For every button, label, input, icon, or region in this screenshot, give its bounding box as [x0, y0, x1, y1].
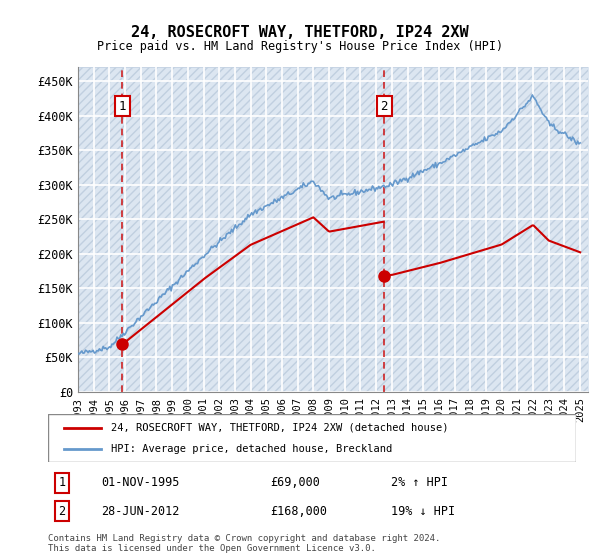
Text: 01-NOV-1995: 01-NOV-1995 — [101, 477, 179, 489]
Text: Contains HM Land Registry data © Crown copyright and database right 2024.
This d: Contains HM Land Registry data © Crown c… — [48, 534, 440, 553]
Text: 1: 1 — [119, 100, 126, 113]
Text: Price paid vs. HM Land Registry's House Price Index (HPI): Price paid vs. HM Land Registry's House … — [97, 40, 503, 53]
Text: 1: 1 — [59, 477, 65, 489]
Text: 24, ROSECROFT WAY, THETFORD, IP24 2XW (detached house): 24, ROSECROFT WAY, THETFORD, IP24 2XW (d… — [112, 423, 449, 433]
Text: 2% ↑ HPI: 2% ↑ HPI — [391, 477, 448, 489]
Text: HPI: Average price, detached house, Breckland: HPI: Average price, detached house, Brec… — [112, 444, 392, 454]
Text: 2: 2 — [380, 100, 388, 113]
Text: 19% ↓ HPI: 19% ↓ HPI — [391, 505, 455, 517]
Text: 2: 2 — [59, 505, 65, 517]
Text: 24, ROSECROFT WAY, THETFORD, IP24 2XW: 24, ROSECROFT WAY, THETFORD, IP24 2XW — [131, 25, 469, 40]
Text: £69,000: £69,000 — [270, 477, 320, 489]
FancyBboxPatch shape — [48, 414, 576, 462]
Text: £168,000: £168,000 — [270, 505, 327, 517]
Text: 28-JUN-2012: 28-JUN-2012 — [101, 505, 179, 517]
